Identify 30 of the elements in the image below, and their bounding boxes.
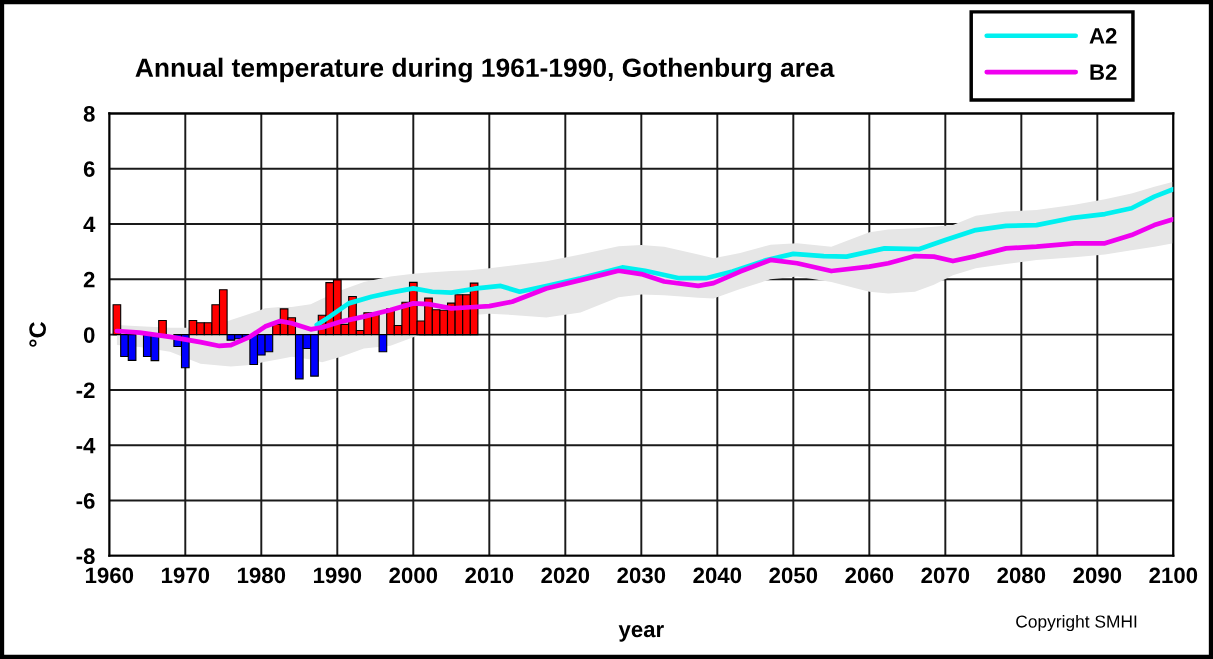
x-tick-label: 2010 <box>465 567 514 584</box>
x-tick-label: 2090 <box>1073 567 1122 584</box>
y-tick-label: -4 <box>76 437 96 454</box>
y-tick-label: -2 <box>76 382 95 398</box>
x-tick-label: 1980 <box>237 567 286 584</box>
x-tick-label: 2060 <box>845 567 894 584</box>
y-tick-label: 8 <box>83 105 95 122</box>
x-tick-label: 2100 <box>1149 567 1198 584</box>
y-tick-label: 0 <box>83 327 95 343</box>
y-tick-label: -6 <box>76 493 95 509</box>
x-tick-label: 1970 <box>161 567 210 584</box>
legend-label: B2 <box>1090 64 1117 80</box>
y-axis-title: °C <box>29 322 46 347</box>
x-axis-title: year <box>618 625 664 642</box>
x-tick-label: 2080 <box>997 567 1046 584</box>
x-tick-label: 2070 <box>921 567 970 584</box>
x-tick-label: 2050 <box>769 567 818 584</box>
x-tick-label: 1960 <box>85 567 134 584</box>
text: Copyright SMHI <box>1016 614 1137 632</box>
y-tick-label: 4 <box>83 216 96 233</box>
y-tick-label: 2 <box>83 271 95 288</box>
x-tick-label: 2020 <box>541 567 590 584</box>
x-tick-label: 2000 <box>389 567 438 584</box>
y-tick-label: -8 <box>76 548 95 565</box>
y-tick-label: 6 <box>83 161 95 177</box>
x-tick-label: 1990 <box>313 567 362 584</box>
x-tick-label: 2030 <box>617 567 666 584</box>
legend-label: A2 <box>1089 28 1117 44</box>
chart-title: Annual temperature during 1961-1990, Gothenburg area <box>135 57 835 83</box>
x-tick-label: 2040 <box>693 567 742 584</box>
